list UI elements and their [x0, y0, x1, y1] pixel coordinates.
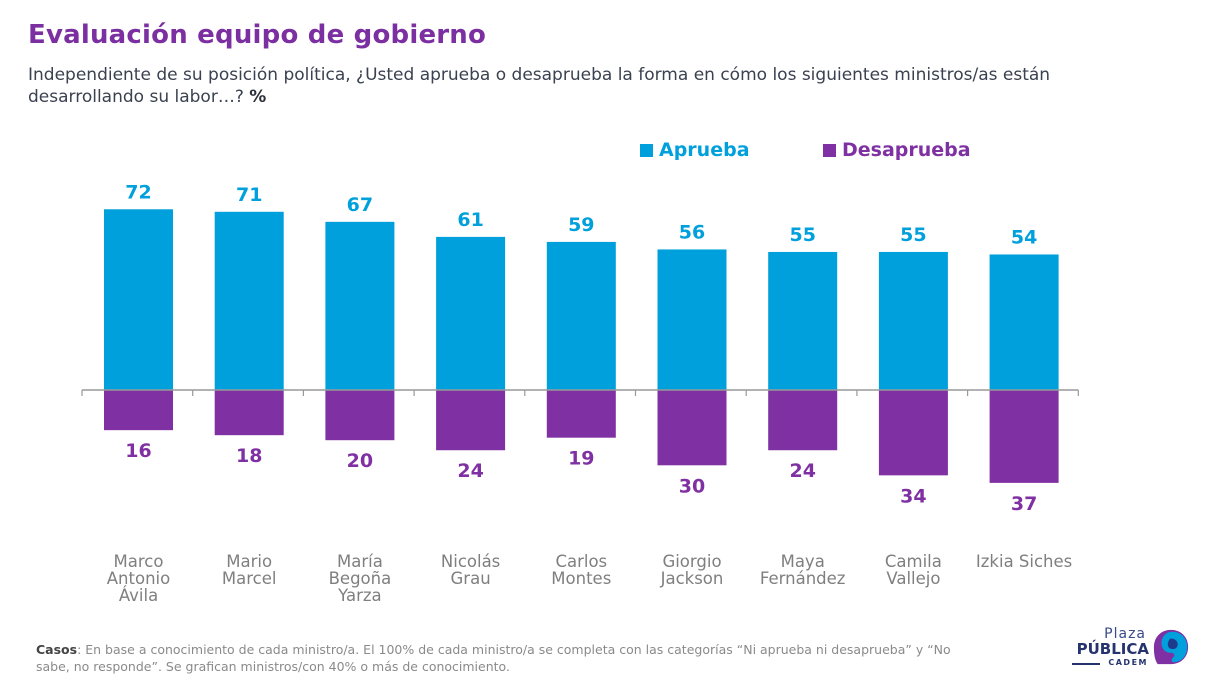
- bar-chart: 72 16 Marco Antonio Ávila 71 18 Mario Marcel 67 20…: [81, 181, 1079, 605]
- subtitle-unit: %: [249, 87, 267, 107]
- logo-text-cadem: CADEM: [1108, 658, 1148, 667]
- data-label-aprueba: 72: [125, 181, 151, 203]
- data-label-aprueba: 55: [900, 224, 926, 246]
- category-label-line: Vallejo: [886, 569, 940, 588]
- data-label-aprueba: 56: [679, 221, 705, 243]
- bar-desaprueba: [546, 390, 616, 438]
- category-label: Marco Antonio Ávila: [107, 552, 170, 605]
- data-label-aprueba: 67: [347, 194, 373, 216]
- plaza-publica-cadem-logo: Plaza PÚBLICA CADEM: [1072, 626, 1198, 672]
- data-label-aprueba: 54: [1011, 226, 1037, 248]
- category-label-line: Nicolás: [441, 552, 500, 571]
- category-label-line: Carlos: [555, 552, 607, 571]
- category-label-line: Mario: [226, 552, 272, 571]
- legend-item-aprueba: Aprueba: [640, 139, 750, 161]
- footnote-label: Casos: [36, 642, 78, 657]
- data-label-desaprueba: 18: [236, 445, 262, 467]
- category-label: Carlos Montes: [551, 552, 611, 588]
- subtitle-question: Independiente de su posición política, ¿…: [28, 65, 1051, 107]
- bar-aprueba: [657, 249, 727, 390]
- data-label-aprueba: 59: [568, 214, 594, 236]
- legend-swatch-desaprueba: [823, 143, 836, 157]
- category-label-line: Ávila: [119, 586, 158, 605]
- bar-aprueba: [214, 211, 284, 390]
- bar-desaprueba: [214, 390, 284, 436]
- data-label-desaprueba: 16: [125, 440, 151, 462]
- bar-aprueba: [878, 251, 948, 390]
- footnote: Casos: En base a conocimiento de cada mi…: [36, 641, 976, 675]
- category-label: Izkia Siches: [976, 552, 1072, 571]
- speech-bubble-logo-icon: [1153, 629, 1189, 665]
- bar-desaprueba: [768, 390, 838, 451]
- bar-desaprueba: [436, 390, 506, 451]
- data-label-desaprueba: 24: [457, 460, 483, 482]
- bar-aprueba: [436, 236, 506, 390]
- legend-swatch-aprueba: [640, 143, 653, 157]
- legend-item-desaprueba: Desaprueba: [823, 139, 971, 161]
- bar-aprueba: [325, 221, 395, 390]
- footnote-text: : En base a conocimiento de cada ministr…: [36, 642, 951, 674]
- bar-desaprueba: [657, 390, 727, 466]
- bar-aprueba: [989, 254, 1059, 390]
- category-label: Nicolás Grau: [441, 552, 500, 588]
- bar-desaprueba: [104, 390, 173, 431]
- category-label-line: Fernández: [760, 569, 846, 588]
- data-label-aprueba: 55: [789, 224, 815, 246]
- category-label: Camila Vallejo: [885, 552, 942, 588]
- category-label-line: Montes: [551, 569, 611, 588]
- data-label-aprueba: 61: [457, 209, 483, 231]
- category-label: Giorgio Jackson: [660, 552, 724, 588]
- category-label-line: Camila: [885, 552, 942, 571]
- category-label-line: Begoña: [329, 569, 392, 588]
- category-label-line: Maya: [781, 552, 825, 571]
- category-label: María Begoña Yarza: [329, 552, 392, 605]
- logo-underline: [1072, 663, 1100, 665]
- data-label-desaprueba: 30: [679, 475, 705, 497]
- bar-aprueba: [546, 241, 616, 390]
- chart-subtitle: Independiente de su posición política, ¿…: [28, 64, 1148, 108]
- data-label-aprueba: 71: [236, 184, 262, 206]
- legend-label-aprueba: Aprueba: [659, 139, 750, 161]
- category-label: Maya Fernández: [760, 552, 846, 588]
- legend-label-desaprueba: Desaprueba: [842, 139, 971, 161]
- bar-desaprueba: [989, 390, 1059, 483]
- category-label-line: Izkia Siches: [976, 552, 1072, 571]
- bar-desaprueba: [878, 390, 948, 476]
- logo-text-publica: PÚBLICA: [1076, 640, 1149, 658]
- chart-title: Evaluación equipo de gobierno: [28, 20, 487, 50]
- data-label-desaprueba: 20: [347, 450, 373, 472]
- bar-desaprueba: [325, 390, 395, 441]
- category-label-line: Grau: [451, 569, 491, 588]
- data-label-desaprueba: 37: [1011, 493, 1037, 515]
- bar-aprueba: [768, 251, 838, 390]
- category-label-line: Jackson: [660, 569, 724, 588]
- category-label: Mario Marcel: [222, 552, 277, 588]
- category-label-line: Giorgio: [662, 552, 721, 571]
- category-label-line: Marcel: [222, 569, 277, 588]
- category-label-line: Antonio: [107, 569, 170, 588]
- data-label-desaprueba: 19: [568, 448, 594, 470]
- data-label-desaprueba: 24: [789, 460, 815, 482]
- logo-text-plaza: Plaza: [1104, 626, 1146, 642]
- category-label-line: Marco: [114, 552, 164, 571]
- category-label-line: María: [337, 552, 383, 571]
- category-label-line: Yarza: [337, 586, 381, 605]
- bar-aprueba: [104, 209, 173, 390]
- data-label-desaprueba: 34: [900, 485, 926, 507]
